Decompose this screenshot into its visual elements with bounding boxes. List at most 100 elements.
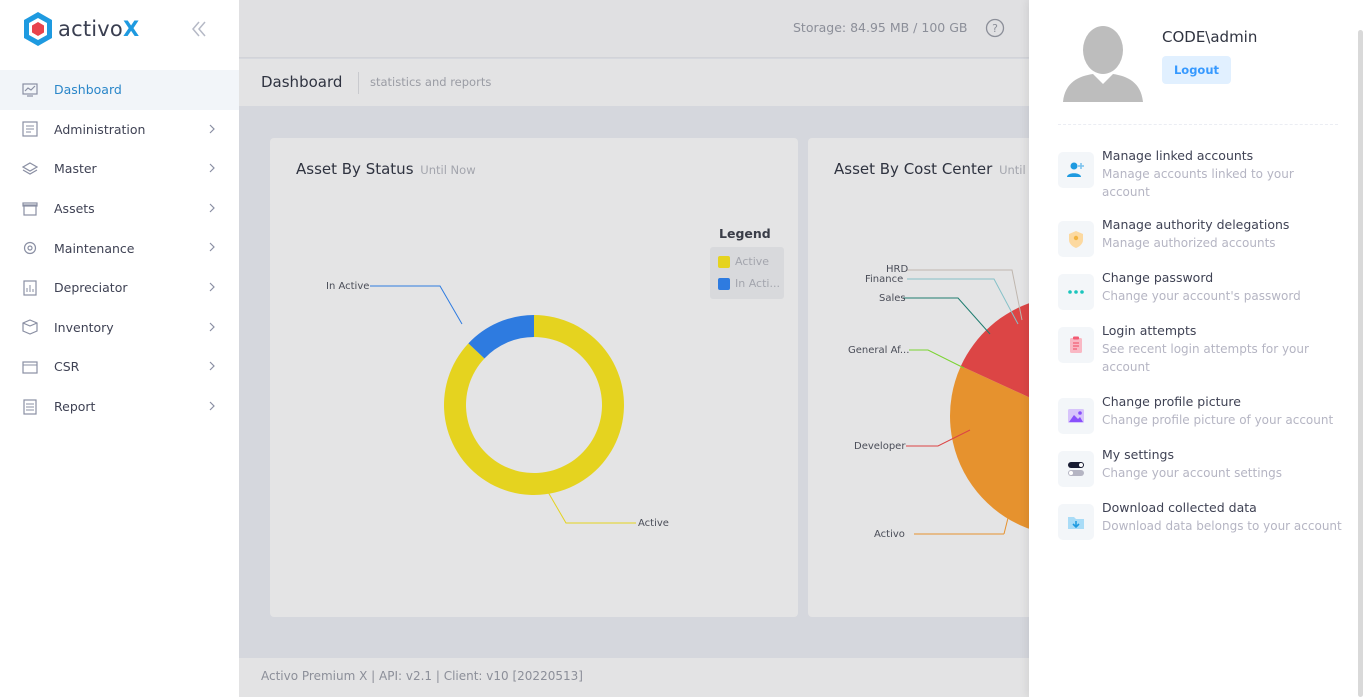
leader-line-in-active bbox=[370, 285, 463, 325]
item-title: Download collected data bbox=[1102, 500, 1257, 515]
change-password-item[interactable]: Change password Change your account's pa… bbox=[1058, 270, 1348, 310]
manage-linked-accounts-item[interactable]: Manage linked accounts Manage accounts l… bbox=[1058, 148, 1348, 200]
storage-usage: Storage: 84.95 MB / 100 GB bbox=[793, 20, 968, 35]
slice-in-active[interactable] bbox=[468, 315, 534, 359]
leader-lines bbox=[903, 269, 1023, 535]
chevron-right-icon bbox=[209, 322, 215, 331]
avatar bbox=[1063, 26, 1143, 102]
chevron-right-icon bbox=[209, 203, 215, 213]
item-title: Change password bbox=[1102, 270, 1214, 285]
item-title: Manage authority delegations bbox=[1102, 217, 1290, 232]
gear-icon bbox=[23, 242, 37, 255]
item-description: Download data belongs to your account bbox=[1102, 519, 1342, 533]
page-subtitle: statistics and reports bbox=[370, 75, 492, 89]
package-icon bbox=[22, 319, 38, 336]
sidebar-item-inventory[interactable]: Inventory bbox=[0, 308, 239, 348]
item-description: See recent login attempts for your accou… bbox=[1102, 342, 1309, 374]
my-settings-item[interactable]: My settings Change your account settings bbox=[1058, 447, 1348, 487]
item-description: Change your account settings bbox=[1102, 466, 1283, 480]
report-icon bbox=[23, 398, 37, 415]
layers-icon bbox=[22, 162, 38, 175]
document-chart-icon bbox=[23, 280, 37, 296]
sidebar-item-label: Report bbox=[54, 399, 96, 415]
item-title: Manage linked accounts bbox=[1102, 148, 1254, 163]
help-icon[interactable]: ? bbox=[985, 18, 1005, 38]
user-profile-panel: CODE\admin Logout Manage linked accounts… bbox=[1029, 0, 1366, 697]
sidebar-item-depreciator[interactable]: Depreciator bbox=[0, 268, 239, 308]
chevron-right-icon bbox=[209, 242, 215, 252]
sidebar-menu: Dashboard Administration Master Assets M… bbox=[0, 70, 239, 426]
sidebar-item-label: Dashboard bbox=[54, 82, 122, 98]
chevron-right-icon bbox=[209, 282, 215, 292]
leader-line-active bbox=[547, 491, 636, 524]
sidebar-item-label: Depreciator bbox=[54, 280, 128, 296]
manage-authority-delegations-item[interactable]: Manage authority delegations Manage auth… bbox=[1058, 217, 1348, 257]
svg-text:?: ? bbox=[992, 22, 998, 35]
legend-label: In Acti... bbox=[735, 277, 780, 290]
item-description: Change your account's password bbox=[1102, 289, 1301, 303]
sidebar-item-master[interactable]: Master bbox=[0, 149, 239, 189]
brand-name: activoX bbox=[58, 17, 140, 41]
toggle-icon bbox=[1058, 451, 1094, 487]
legend-title: Legend bbox=[719, 226, 771, 241]
add-user-icon bbox=[1058, 152, 1094, 188]
slice-label-active: Active bbox=[638, 518, 669, 529]
item-title: Change profile picture bbox=[1102, 394, 1241, 409]
collapse-sidebar-button[interactable] bbox=[189, 19, 209, 39]
card-title: Asset By Status Until Now bbox=[296, 160, 476, 178]
sidebar-item-maintenance[interactable]: Maintenance bbox=[0, 228, 239, 268]
slice-label-sales: Sales bbox=[879, 293, 906, 304]
sidebar-item-assets[interactable]: Assets bbox=[0, 189, 239, 229]
sidebar: activoX Dashboard Administration Master … bbox=[0, 0, 239, 697]
slice-label-general: General Af... bbox=[848, 345, 909, 356]
download-collected-data-item[interactable]: Download collected data Download data be… bbox=[1058, 500, 1348, 552]
chevron-right-icon bbox=[209, 401, 215, 411]
dots-icon bbox=[1058, 274, 1094, 310]
sidebar-item-administration[interactable]: Administration bbox=[0, 110, 239, 150]
item-title: Login attempts bbox=[1102, 323, 1197, 338]
admin-panel-icon bbox=[22, 121, 38, 137]
asset-status-donut-chart: In Active Active bbox=[326, 281, 669, 529]
card-icon bbox=[22, 361, 38, 374]
user-name: CODE\admin bbox=[1162, 28, 1258, 46]
shield-user-icon bbox=[1058, 221, 1094, 257]
image-icon bbox=[1058, 398, 1094, 434]
legend-item-in-active[interactable]: In Acti... bbox=[718, 277, 780, 290]
sidebar-item-label: Assets bbox=[54, 201, 95, 217]
sidebar-item-label: CSR bbox=[54, 359, 80, 375]
double-chevron-left-icon bbox=[192, 21, 206, 37]
chevron-right-icon bbox=[209, 124, 215, 134]
slice-label-finance: Finance bbox=[865, 274, 903, 285]
login-attempts-item[interactable]: Login attempts See recent login attempts… bbox=[1058, 323, 1348, 375]
clipboard-icon bbox=[1058, 327, 1094, 363]
slice-label-developer: Developer bbox=[854, 441, 906, 452]
folder-download-icon bbox=[1058, 504, 1094, 540]
legend-swatch bbox=[718, 277, 730, 290]
logout-button[interactable]: Logout bbox=[1162, 56, 1231, 84]
item-description: Change profile picture of your account bbox=[1102, 413, 1334, 427]
item-title: My settings bbox=[1102, 447, 1175, 462]
title-divider bbox=[358, 72, 359, 94]
sidebar-item-label: Administration bbox=[54, 121, 146, 137]
sidebar-item-label: Maintenance bbox=[54, 240, 135, 256]
sidebar-item-csr[interactable]: CSR bbox=[0, 347, 239, 387]
sidebar-item-dashboard[interactable]: Dashboard bbox=[0, 70, 239, 110]
item-description: Manage accounts linked to your account bbox=[1102, 167, 1294, 199]
monitor-chart-icon bbox=[22, 83, 38, 97]
hexagon-logo-icon bbox=[24, 12, 52, 46]
legend-item-active[interactable]: Active bbox=[718, 255, 769, 268]
sidebar-item-label: Master bbox=[54, 161, 97, 177]
change-profile-picture-item[interactable]: Change profile picture Change profile pi… bbox=[1058, 394, 1348, 434]
page-title: Dashboard bbox=[261, 73, 343, 91]
version-info: Activo Premium X | API: v2.1 | Client: v… bbox=[261, 669, 583, 683]
sidebar-item-report[interactable]: Report bbox=[0, 387, 239, 427]
asset-by-status-card: Asset By Status Until Now In Active Acti… bbox=[270, 138, 798, 617]
slice-label-hrd: HRD bbox=[886, 264, 908, 275]
chevron-right-icon bbox=[209, 361, 215, 371]
panel-scrollbar[interactable] bbox=[1358, 30, 1363, 697]
slice-label-in-active: In Active bbox=[326, 281, 369, 292]
brand-logo[interactable]: activoX bbox=[22, 11, 139, 47]
slice-label-activo: Activo bbox=[874, 529, 905, 540]
sidebar-item-label: Inventory bbox=[54, 319, 114, 335]
legend-swatch bbox=[718, 255, 730, 268]
